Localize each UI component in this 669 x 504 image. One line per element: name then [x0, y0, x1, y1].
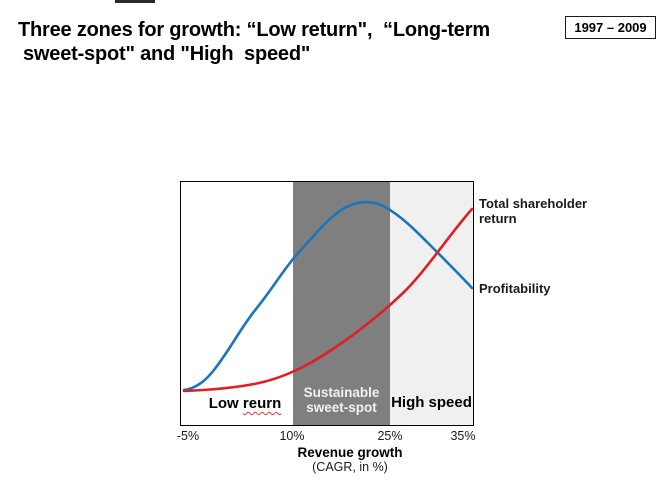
x-tick-10: 10%: [279, 429, 305, 443]
zone-label-high-speed: High speed: [391, 394, 472, 411]
zone-sustainable-sweet-spot: [293, 182, 390, 425]
x-axis-title: Revenue growth (CAGR, in %): [270, 445, 430, 474]
zone-label-sustainable-sweet-spot: Sustainable sweet-spot: [303, 385, 380, 415]
zone-label-low-prefix: Low: [208, 395, 243, 412]
total-shareholder-return-curve: [182, 207, 473, 393]
zone-label-low-misspelled-word: reurn: [242, 395, 282, 412]
profitability-curve: [182, 200, 473, 392]
x-axis-title-sub: (CAGR, in %): [312, 460, 388, 474]
x-tick-35: 35%: [450, 429, 476, 443]
x-axis-title-main: Revenue growth: [297, 445, 403, 460]
legend-profitability: Profitability: [479, 281, 551, 296]
x-tick-25: 25%: [377, 429, 403, 443]
chart-curves: [182, 200, 473, 393]
legend-total-shareholder-return: Total shareholder return: [479, 196, 588, 226]
zone-label-low-return: Low reurn: [199, 395, 291, 412]
period-badge: 1997 – 2009: [565, 16, 656, 39]
growth-zones-chart: Low reurn Sustainable sweet-spot High sp…: [180, 181, 474, 426]
slide-title-line1: Three zones for growth: “Low return", “L…: [18, 19, 490, 41]
x-tick-neg5: -5%: [176, 429, 200, 443]
cropped-logo-remnant: [115, 0, 155, 3]
slide-title-line2: sweet-spot" and "High speed": [23, 43, 311, 65]
slide-title: Three zones for growth: “Low return", “L…: [18, 18, 490, 66]
